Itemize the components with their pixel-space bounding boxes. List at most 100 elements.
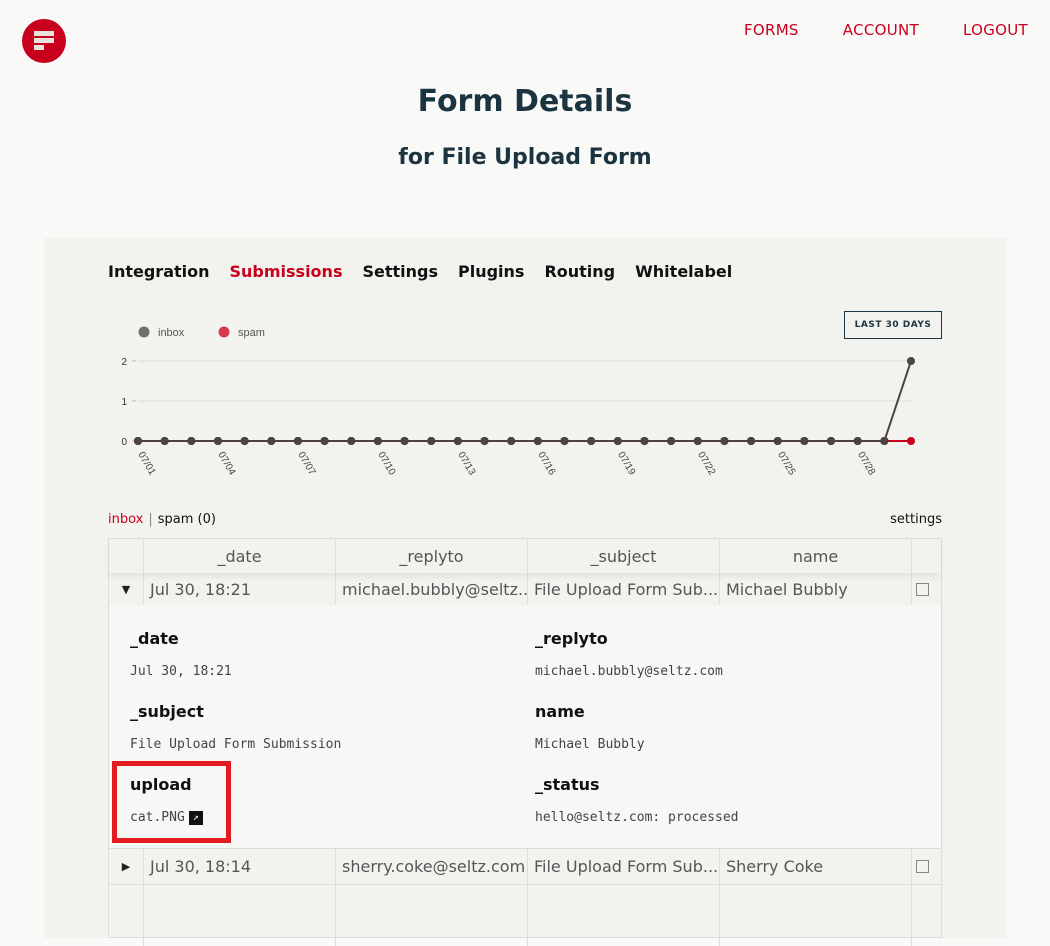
collapse-icon[interactable]: ▼ [109,573,144,605]
data-point-inbox [160,437,169,445]
data-point-inbox [613,437,622,445]
cell-date: Jul 30, 18:21 [144,573,336,605]
logo[interactable] [22,19,66,63]
table-settings-link[interactable]: settings [890,512,942,527]
legend-marker [218,326,230,338]
row-checkbox[interactable] [916,582,929,596]
data-point-inbox [134,437,142,445]
x-tick-label: 07/04 [215,450,237,478]
series-line-inbox [138,360,912,442]
nav-logout[interactable]: LOGOUT [962,21,1028,39]
data-point-inbox [320,437,329,445]
data-point-inbox [560,437,569,445]
table-row[interactable]: ▼ Jul 30, 18:21 michael.bubbly@seltz....… [109,573,941,605]
x-tick-label: 07/28 [855,450,877,478]
cell-replyto: michael.bubbly@seltz.... [336,573,528,605]
x-tick-label: 07/16 [535,450,557,478]
tab-settings[interactable]: Settings [362,262,438,281]
cell-replyto: sherry.coke@seltz.com [336,849,528,884]
top-nav: FORMS ACCOUNT LOGOUT [744,21,1028,39]
field-value: File Upload Form Submission [130,737,342,752]
data-point-inbox [880,437,889,445]
field-label: name [535,702,585,721]
legend-label-inbox: inbox [158,327,185,339]
tab-plugins[interactable]: Plugins [458,262,525,281]
submission-detail: _date Jul 30, 18:21 _replyto michael.bubbl… [109,605,941,849]
y-tick-label: 2 [121,357,127,368]
field-label: upload [130,775,192,794]
submission-filters: inbox | spam (0) [108,512,216,527]
data-point-inbox [907,357,915,365]
field-value: Michael Bubbly [535,737,645,752]
tab-whitelabel[interactable]: Whitelabel [635,262,733,281]
data-point-inbox [720,437,729,445]
data-point-inbox [667,437,676,445]
field-label: _status [535,775,600,794]
data-point-inbox [853,437,862,445]
submissions-chart: 0 1 2 07/01 07/04 07/07 07/10 07/13 07/16 07/19 07… [121,326,915,478]
data-point-inbox [213,437,222,445]
data-point-inbox [187,437,196,445]
data-point-inbox [640,437,649,445]
field-label: _subject [130,702,204,721]
column-header[interactable]: _subject [528,539,720,573]
table-header: _date _replyto _subject name [109,539,941,573]
cell-subject: File Upload Form Sub... [528,573,720,605]
data-point-inbox [347,437,356,445]
field-label: _replyto [535,629,608,648]
data-point-inbox [427,437,436,445]
submissions-table: _date _replyto _subject name ▼ Jul 30, 1… [108,538,942,946]
cell-name: Sherry Coke [720,849,912,884]
filter-inbox[interactable]: inbox [108,512,144,527]
cell-subject: File Upload Form Sub... [528,849,720,884]
x-tick-label: 07/07 [295,450,317,478]
page-subtitle: for File Upload Form [398,145,652,170]
tab-integration[interactable]: Integration [108,262,210,281]
data-point-inbox [240,437,249,445]
column-header[interactable]: _date [144,539,336,573]
upload-file-link[interactable]: cat.PNG [130,810,185,825]
legend-label-spam: spam [238,327,265,339]
data-point-inbox [480,437,489,445]
nav-forms[interactable]: FORMS [743,21,799,39]
field-label: _date [130,629,179,648]
tab-submissions[interactable]: Submissions [229,262,343,281]
data-point-inbox [800,437,809,445]
data-point-inbox [293,437,302,445]
cell-name: Michael Bubbly [720,573,912,605]
table-row[interactable]: ▶ Jul 30, 18:14 sherry.coke@seltz.com Fi… [109,849,941,885]
x-tick-label: 07/22 [695,450,717,478]
field-value: Jul 30, 18:21 [130,664,232,679]
tabs: Integration Submissions Settings Plugins… [108,262,732,281]
x-tick-label: 07/19 [615,450,637,478]
x-tick-label: 07/25 [775,450,797,478]
x-tick-label: 07/01 [135,450,157,478]
x-tick-label: 07/10 [375,450,397,478]
data-point-inbox [747,437,756,445]
data-point-inbox [507,437,516,445]
y-tick-label: 1 [121,397,127,408]
data-point-inbox [827,437,836,445]
data-point-inbox [693,437,702,445]
data-point-spam [907,437,915,445]
data-point-inbox [587,437,596,445]
nav-account[interactable]: ACCOUNT [842,21,919,39]
legend-marker [138,326,150,338]
data-point-inbox [267,437,276,445]
row-checkbox[interactable] [916,860,929,873]
x-tick-label: 07/13 [455,450,477,478]
external-link-icon[interactable]: ↗ [188,810,203,825]
data-point-inbox [453,437,462,445]
expand-icon[interactable]: ▶ [109,849,144,884]
column-header[interactable]: _replyto [336,539,528,573]
filter-spam[interactable]: spam (0) [157,512,216,527]
field-value: hello@seltz.com: processed [535,810,739,825]
data-point-inbox [400,437,409,445]
tab-routing[interactable]: Routing [544,262,616,281]
highlight-box [112,761,231,843]
cell-date: Jul 30, 18:14 [144,849,336,884]
column-header[interactable]: name [720,539,912,573]
y-tick-label: 0 [121,437,127,448]
data-point-inbox [773,437,782,445]
last-30-days-button[interactable]: LAST 30 DAYS [844,311,942,339]
